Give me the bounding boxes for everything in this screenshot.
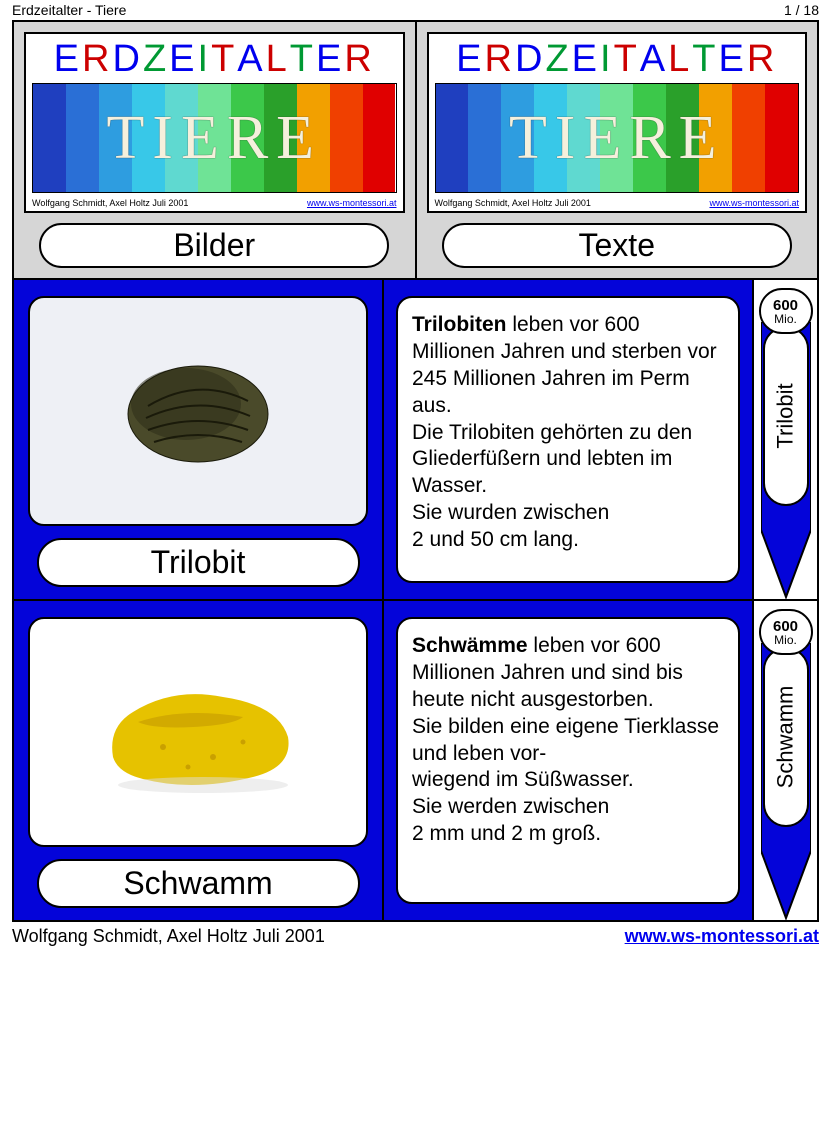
page-footer: Wolfgang Schmidt, Axel Holtz Juli 2001 w… (0, 922, 831, 955)
image-box (28, 617, 368, 847)
side-label: Schwamm (763, 647, 809, 827)
rainbow-banner: TIERE (32, 83, 397, 193)
text-cell: Trilobiten leben vor 600 Millionen Jahre… (384, 280, 754, 599)
title-footer: Wolfgang Schmidt, Axel Holtz Juli 2001 w… (26, 195, 403, 211)
age-bubble: 600Mio. (759, 609, 813, 655)
title-box: ERDZEITALTER TIERE Wolfgang Schmidt, Axe… (427, 32, 808, 213)
page-number: 1 / 18 (784, 2, 819, 18)
image-cell: Trilobit (14, 280, 384, 599)
top-row: ERDZEITALTER TIERE Wolfgang Schmidt, Axe… (14, 22, 817, 280)
header-card-left: ERDZEITALTER TIERE Wolfgang Schmidt, Axe… (14, 22, 415, 278)
rainbow-banner: TIERE (435, 83, 800, 193)
column-label-bilder: Bilder (39, 223, 389, 268)
title-word: ERDZEITALTER (429, 34, 806, 81)
link[interactable]: www.ws-montessori.at (709, 198, 799, 208)
image-label: Trilobit (37, 538, 360, 587)
title-footer: Wolfgang Schmidt, Axel Holtz Juli 2001 w… (429, 195, 806, 211)
schwamm-illustration (93, 667, 303, 797)
side-cell: 600Mio.Trilobit (754, 280, 817, 599)
side-label: Trilobit (763, 326, 809, 506)
subtitle: TIERE (106, 103, 322, 174)
header-card-right: ERDZEITALTER TIERE Wolfgang Schmidt, Axe… (415, 22, 818, 278)
side-cell: 600Mio.Schwamm (754, 601, 817, 920)
content-row: Schwamm Schwämme leben vor 600 Millionen … (14, 601, 817, 920)
credit: Wolfgang Schmidt, Axel Holtz Juli 2001 (435, 198, 591, 208)
image-label: Schwamm (37, 859, 360, 908)
footer-link[interactable]: www.ws-montessori.at (625, 926, 819, 947)
text-box: Trilobiten leben vor 600 Millionen Jahre… (396, 296, 740, 583)
image-box (28, 296, 368, 526)
text-box: Schwämme leben vor 600 Millionen Jahren … (396, 617, 740, 904)
title-box: ERDZEITALTER TIERE Wolfgang Schmidt, Axe… (24, 32, 405, 213)
column-label-texte: Texte (442, 223, 792, 268)
trilobit-illustration (108, 346, 288, 476)
page: Erdzeitalter - Tiere 1 / 18 ERDZEITALTER… (0, 0, 831, 955)
text-cell: Schwämme leben vor 600 Millionen Jahren … (384, 601, 754, 920)
title-word: ERDZEITALTER (26, 34, 403, 81)
age-bubble: 600Mio. (759, 288, 813, 334)
footer-credit: Wolfgang Schmidt, Axel Holtz Juli 2001 (12, 926, 325, 947)
image-cell: Schwamm (14, 601, 384, 920)
main-frame: ERDZEITALTER TIERE Wolfgang Schmidt, Axe… (12, 20, 819, 922)
content-row: Trilobit Trilobiten leben vor 600 Million… (14, 280, 817, 601)
page-header: Erdzeitalter - Tiere 1 / 18 (0, 0, 831, 20)
subtitle: TIERE (509, 103, 725, 174)
doc-title: Erdzeitalter - Tiere (12, 2, 126, 18)
credit: Wolfgang Schmidt, Axel Holtz Juli 2001 (32, 198, 188, 208)
link[interactable]: www.ws-montessori.at (307, 198, 397, 208)
